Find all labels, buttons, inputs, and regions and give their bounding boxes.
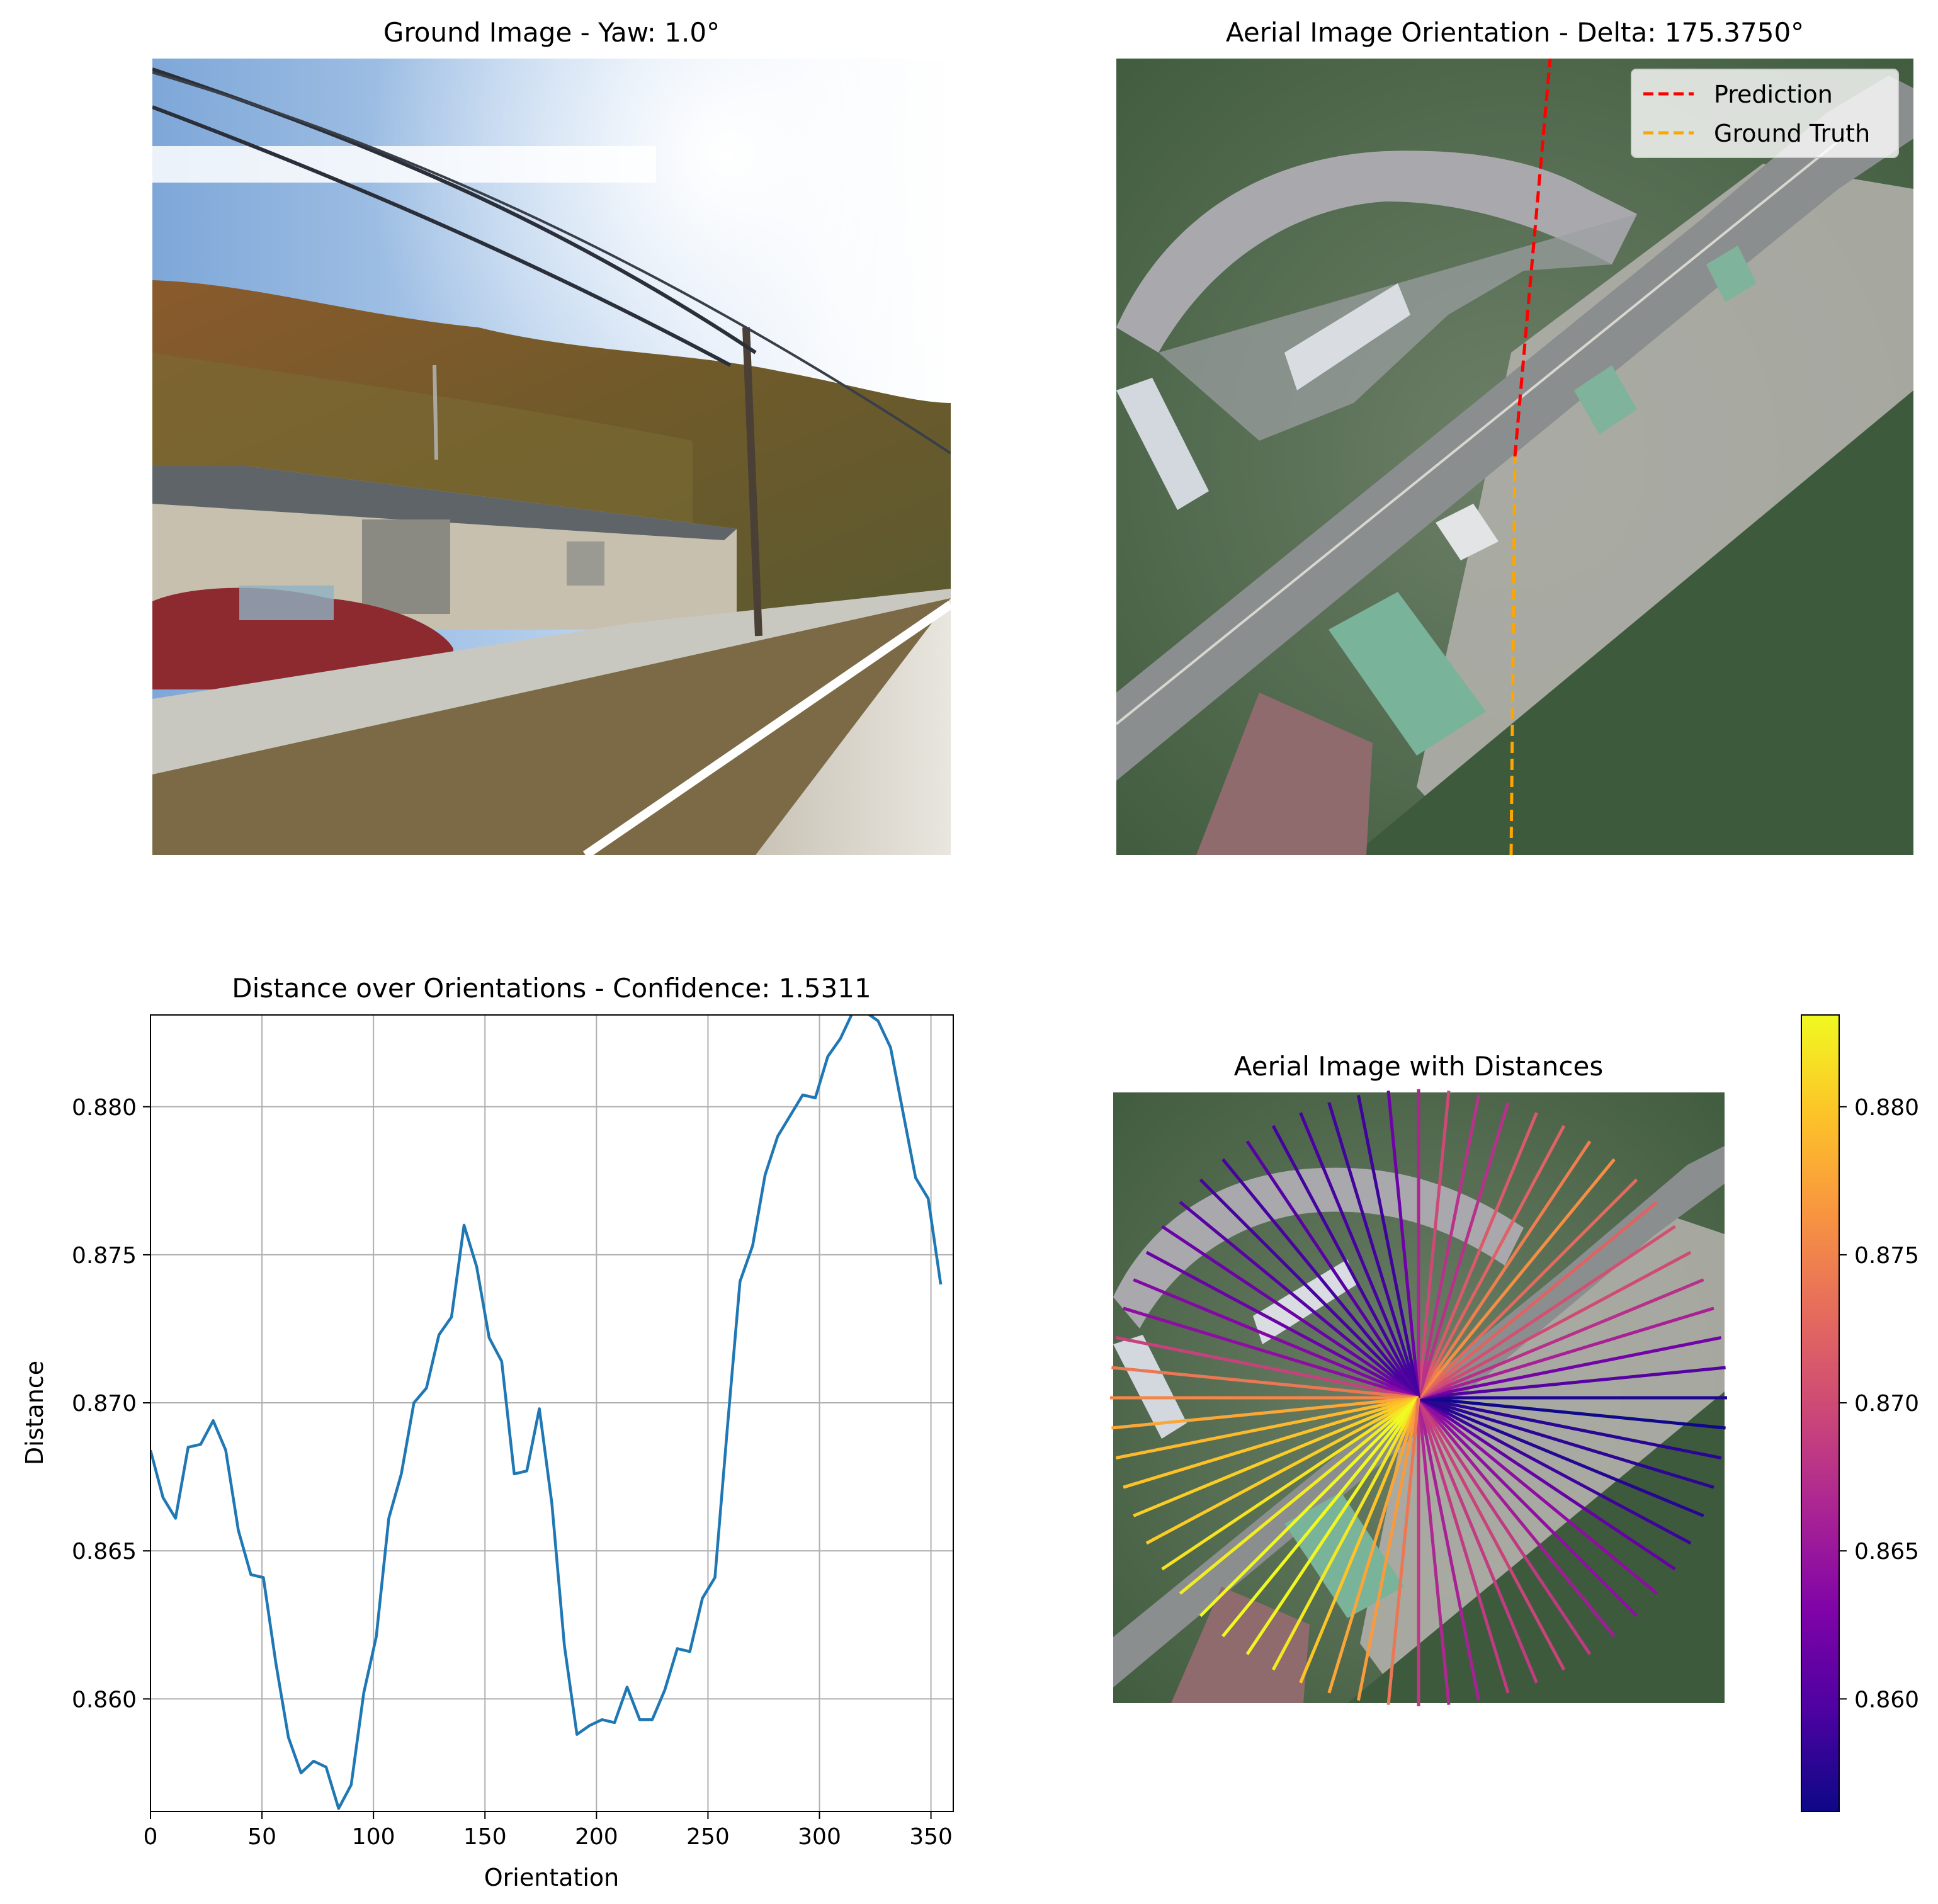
colorbar: 0.860 0.865 0.870 0.875 0.880 [1801,1014,1919,1812]
x-tick-label: 250 [686,1824,730,1850]
distance-ray [1417,1125,1566,1399]
distance-ray [1199,1178,1420,1399]
distance-ray [1123,1306,1419,1400]
aerial-legend: Prediction Ground Truth [1631,69,1899,158]
x-tick-label: 100 [352,1824,395,1850]
distance-ray [1221,1158,1420,1399]
distance-ray [1417,1091,1451,1398]
distance-ray [1417,1140,1592,1399]
distance-ray [1417,1397,1451,1705]
prediction-line [1513,59,1552,457]
y-tick-label: 0.860 [72,1687,137,1713]
colorbar-gradient [1801,1014,1840,1812]
distance-ray [1161,1225,1420,1400]
distance-rays [1110,1089,1727,1706]
distance-ray [1417,1102,1510,1398]
distance-ray [1418,1396,1722,1460]
distance-ray [1417,1397,1481,1701]
distance-ray [1199,1397,1420,1618]
distance-ray [1356,1397,1420,1701]
distance-ray [1327,1397,1420,1694]
distance-ray [1111,1396,1419,1430]
ground-image-title: Ground Image - Yaw: 1.0° [383,17,720,48]
distance-ray [1115,1396,1419,1460]
distance-ray [1417,1396,1692,1545]
distance-ray [1111,1366,1419,1400]
y-tick-label: 0.865 [72,1539,137,1565]
distance-ray [1133,1278,1419,1400]
x-axis-label: Orientation [484,1864,620,1891]
distance-ray [1417,1250,1692,1400]
distance-ray [1386,1397,1420,1705]
distance-ray [1418,1396,1704,1517]
distance-ray [1417,1396,1676,1571]
distance-ray [1179,1397,1420,1595]
ground-image [152,59,951,855]
distance-ray [1123,1396,1419,1489]
y-tick-label: 0.880 [72,1095,137,1121]
distance-ray [1299,1397,1420,1684]
distance-ray [1245,1140,1420,1399]
distance-ray [1145,1250,1420,1400]
colorbar-tick-label: 0.870 [1854,1391,1919,1417]
legend-label-ground-truth: Ground Truth [1714,120,1870,147]
distance-ray [1418,1335,1722,1400]
distance-ray [1221,1397,1420,1638]
ground-truth-line [1509,456,1517,855]
distance-ray [1386,1091,1420,1398]
distance-ray [1115,1335,1419,1400]
distance-ray [1417,1397,1658,1595]
distance-ray [1418,1366,1726,1400]
distance-series-line [150,1015,943,1810]
x-tick-label: 0 [144,1824,158,1850]
distance-ray [1417,1397,1538,1684]
plot-frame [150,1014,954,1812]
chart-title: Distance over Orientations - Confidence:… [232,973,871,1004]
distance-ray [1418,1278,1704,1400]
distance-ray [1417,1397,1616,1638]
distance-ray [1161,1396,1420,1571]
distance-ray [1417,1112,1538,1398]
distance-ray [1245,1397,1420,1655]
aerial-orientation-title: Aerial Image Orientation - Delta: 175.37… [1226,17,1804,48]
colorbar-tick-label: 0.875 [1854,1243,1919,1269]
distances-title: Aerial Image with Distances [1234,1051,1603,1082]
distance-ray [1417,1397,1638,1618]
distance-ray [1327,1102,1420,1398]
colorbar-tick-label: 0.880 [1854,1095,1919,1121]
x-tick-label: 350 [909,1824,953,1850]
distance-ray [1417,1158,1616,1399]
distance-ray [1417,1397,1592,1655]
colorbar-tick-label: 0.865 [1854,1539,1919,1565]
distance-ray [1417,1178,1638,1399]
distance-ray [1418,1396,1714,1489]
distance-ray [1271,1125,1420,1399]
aerial-image [1116,59,1913,855]
colorbar-tick-label: 0.860 [1854,1687,1919,1713]
y-axis-label: Distance [21,1361,48,1465]
distance-ray [1417,1225,1676,1400]
distance-ray [1145,1396,1420,1545]
x-tick-label: 300 [798,1824,841,1850]
distance-ray [1417,1094,1481,1398]
x-tick-label: 200 [575,1824,618,1850]
legend-label-prediction: Prediction [1714,81,1833,108]
distance-ray [1133,1396,1419,1517]
distance-ray [1271,1397,1420,1671]
y-tick-label: 0.875 [72,1243,137,1269]
distance-ray [1417,1397,1566,1671]
distance-ray [1356,1094,1420,1398]
distance-ray [1417,1201,1658,1399]
x-tick-label: 50 [247,1824,276,1850]
x-tick-label: 150 [463,1824,507,1850]
distance-line-chart: 0 50 100 150 200 250 300 350 0.860 0.865 0.870 0.87… [21,1014,954,1891]
distance-ray [1299,1112,1420,1398]
distance-ray [1418,1396,1726,1430]
distance-ray [1417,1397,1510,1694]
y-tick-label: 0.870 [72,1391,137,1417]
distance-ray [1418,1306,1714,1400]
distance-ray [1179,1201,1420,1399]
